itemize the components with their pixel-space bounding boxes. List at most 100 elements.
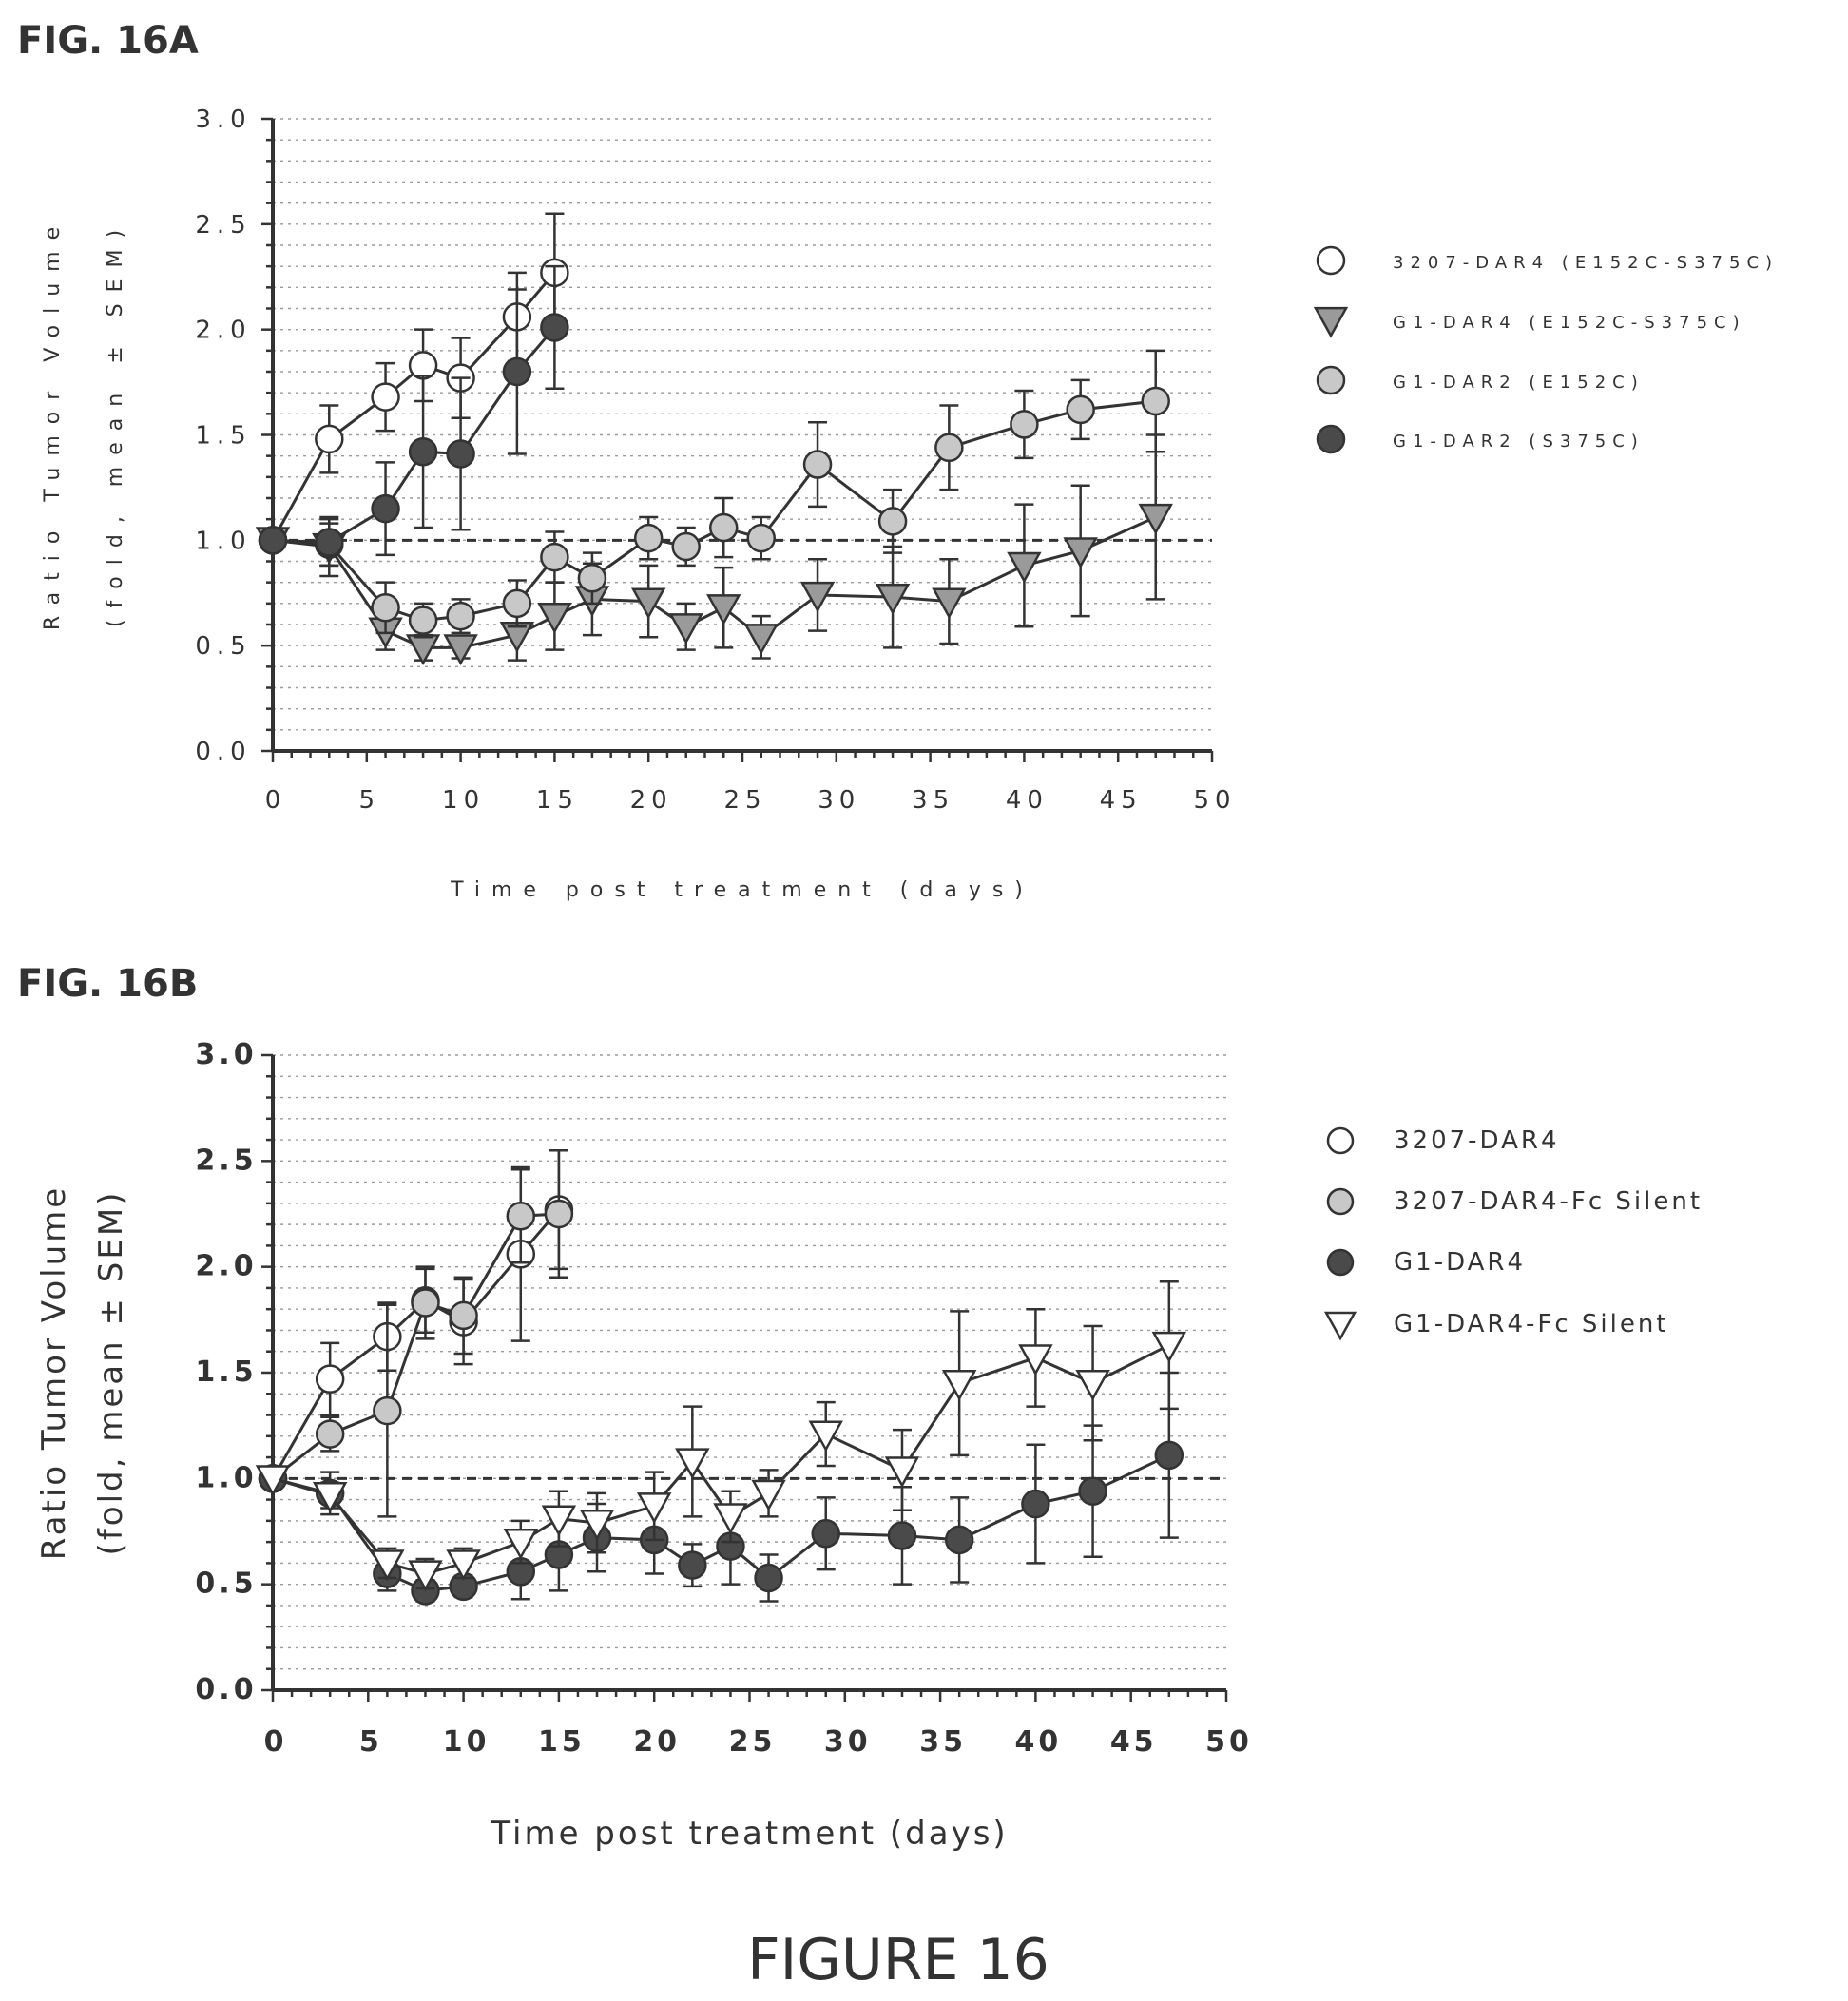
chart-panel-a: FIG. 16A 0.0 0.5 1.0 1.5 2.0 2.5 3.0 0 5… [17, 19, 1772, 902]
panel-a-legend: 3207-DAR4 (E152C-S375C) G1-DAR4 (E152C-S… [1313, 245, 1772, 454]
data-point [934, 433, 964, 463]
data-point [405, 634, 441, 666]
data-point [446, 601, 475, 631]
data-point [671, 531, 701, 562]
legend-label: G1-DAR2 (E152C) [1393, 373, 1645, 393]
data-point [579, 1509, 615, 1541]
data-point [506, 1201, 536, 1231]
x-tick-label: 40 [1006, 786, 1049, 815]
data-point [1007, 551, 1042, 584]
data-point [503, 1529, 539, 1560]
data-point [636, 1492, 672, 1524]
x-tick-label: 50 [1205, 1725, 1253, 1759]
data-point [1063, 537, 1098, 569]
legend-label: G1-DAR4 [1394, 1248, 1526, 1277]
data-point [408, 436, 438, 467]
data-point [751, 1479, 786, 1511]
x-tick-label: 5 [359, 786, 381, 815]
y-tick-label: 2.0 [195, 1250, 257, 1283]
legend-marker [1326, 1126, 1355, 1155]
data-point [446, 439, 475, 469]
data-point [884, 1456, 920, 1489]
data-point [799, 581, 836, 613]
x-tick-label: 30 [824, 1725, 872, 1759]
data-point [1018, 1344, 1053, 1376]
panel-b-grid [273, 1054, 1226, 1670]
figure-caption: FIGURE 16 [747, 1927, 1049, 1993]
x-tick-label: 25 [729, 1725, 777, 1759]
y-tick-label: 1.0 [195, 1461, 257, 1494]
data-point [675, 1448, 710, 1480]
data-point [255, 1465, 291, 1497]
data-point [258, 526, 288, 555]
data-point [449, 1300, 478, 1331]
legend-marker [1313, 306, 1349, 338]
data-point [540, 542, 569, 572]
x-tick-label: 15 [536, 786, 579, 815]
y-tick-label: 1.5 [195, 1356, 257, 1389]
y-tick-label: 0.0 [195, 1673, 257, 1706]
data-point [1078, 1476, 1107, 1506]
panel-a-series [255, 212, 1173, 666]
data-point [1010, 410, 1039, 439]
data-point [371, 593, 400, 623]
data-point [315, 424, 344, 454]
data-point [315, 528, 344, 557]
data-point [1021, 1489, 1050, 1519]
data-point [446, 1549, 481, 1582]
data-point [811, 1518, 840, 1549]
y-tick-label: 3.0 [195, 106, 251, 134]
x-tick-label: 30 [818, 786, 860, 815]
y-tick-label: 0.0 [195, 738, 251, 766]
data-point [678, 1550, 707, 1580]
data-point [408, 606, 438, 635]
y-tick-label: 0.5 [195, 1568, 257, 1601]
data-point [708, 512, 739, 543]
data-point [706, 594, 741, 625]
series-2 [255, 433, 1173, 666]
data-point [315, 1364, 345, 1394]
data-point [941, 1370, 977, 1401]
data-point [1141, 386, 1170, 416]
panel-a-label: FIG. 16A [17, 19, 199, 63]
panel-b-x-tick-labels: 0 5 10 15 20 25 30 35 40 45 50 [264, 1725, 1253, 1759]
data-point [502, 356, 532, 387]
y-tick-label: 3.0 [195, 1038, 257, 1071]
data-point [633, 523, 664, 553]
series-4 [258, 264, 569, 568]
y-tick-label: 0.5 [195, 632, 251, 661]
data-point [630, 587, 666, 620]
data-point [371, 382, 400, 412]
x-tick-label: 0 [264, 1725, 288, 1759]
data-point [713, 1503, 748, 1535]
x-tick-label: 15 [538, 1725, 586, 1759]
data-point [1154, 1440, 1184, 1471]
data-point [1138, 503, 1173, 535]
legend-marker [1316, 424, 1346, 454]
x-tick-label: 10 [443, 1725, 491, 1759]
legend-marker [1316, 245, 1346, 276]
data-point [315, 1419, 345, 1449]
x-tick-label: 45 [1110, 1725, 1158, 1759]
data-point [808, 1420, 843, 1453]
data-point [408, 1560, 443, 1592]
legend-label: 3207-DAR4-Fc Silent [1394, 1187, 1703, 1216]
chart-panel-b: FIG. 16B 0.0 0.5 1.0 1.5 2.0 2.5 3.0 0 5… [17, 962, 1703, 1853]
x-tick-label: 25 [723, 786, 766, 815]
panel-a-y-axis-title: Ratio Tumor Volume [41, 216, 65, 630]
y-tick-label: 1.0 [195, 527, 251, 555]
panel-b-legend: 3207-DAR4 3207-DAR4-Fc Silent G1-DAR4 G1… [1323, 1126, 1703, 1341]
data-point [370, 1549, 405, 1582]
data-point [502, 588, 532, 619]
data-point [540, 313, 569, 342]
panel-b-y-axis-title: Ratio Tumor Volume [35, 1185, 73, 1560]
data-point [577, 563, 607, 593]
data-point [668, 613, 703, 645]
data-point [875, 584, 911, 615]
x-tick-label: 40 [1015, 1725, 1063, 1759]
legend-label: G1-DAR4-Fc Silent [1394, 1310, 1669, 1338]
legend-label: G1-DAR4 (E152C-S375C) [1393, 313, 1746, 333]
panel-b-series [255, 1148, 1187, 1606]
series-4 [255, 1280, 1187, 1592]
